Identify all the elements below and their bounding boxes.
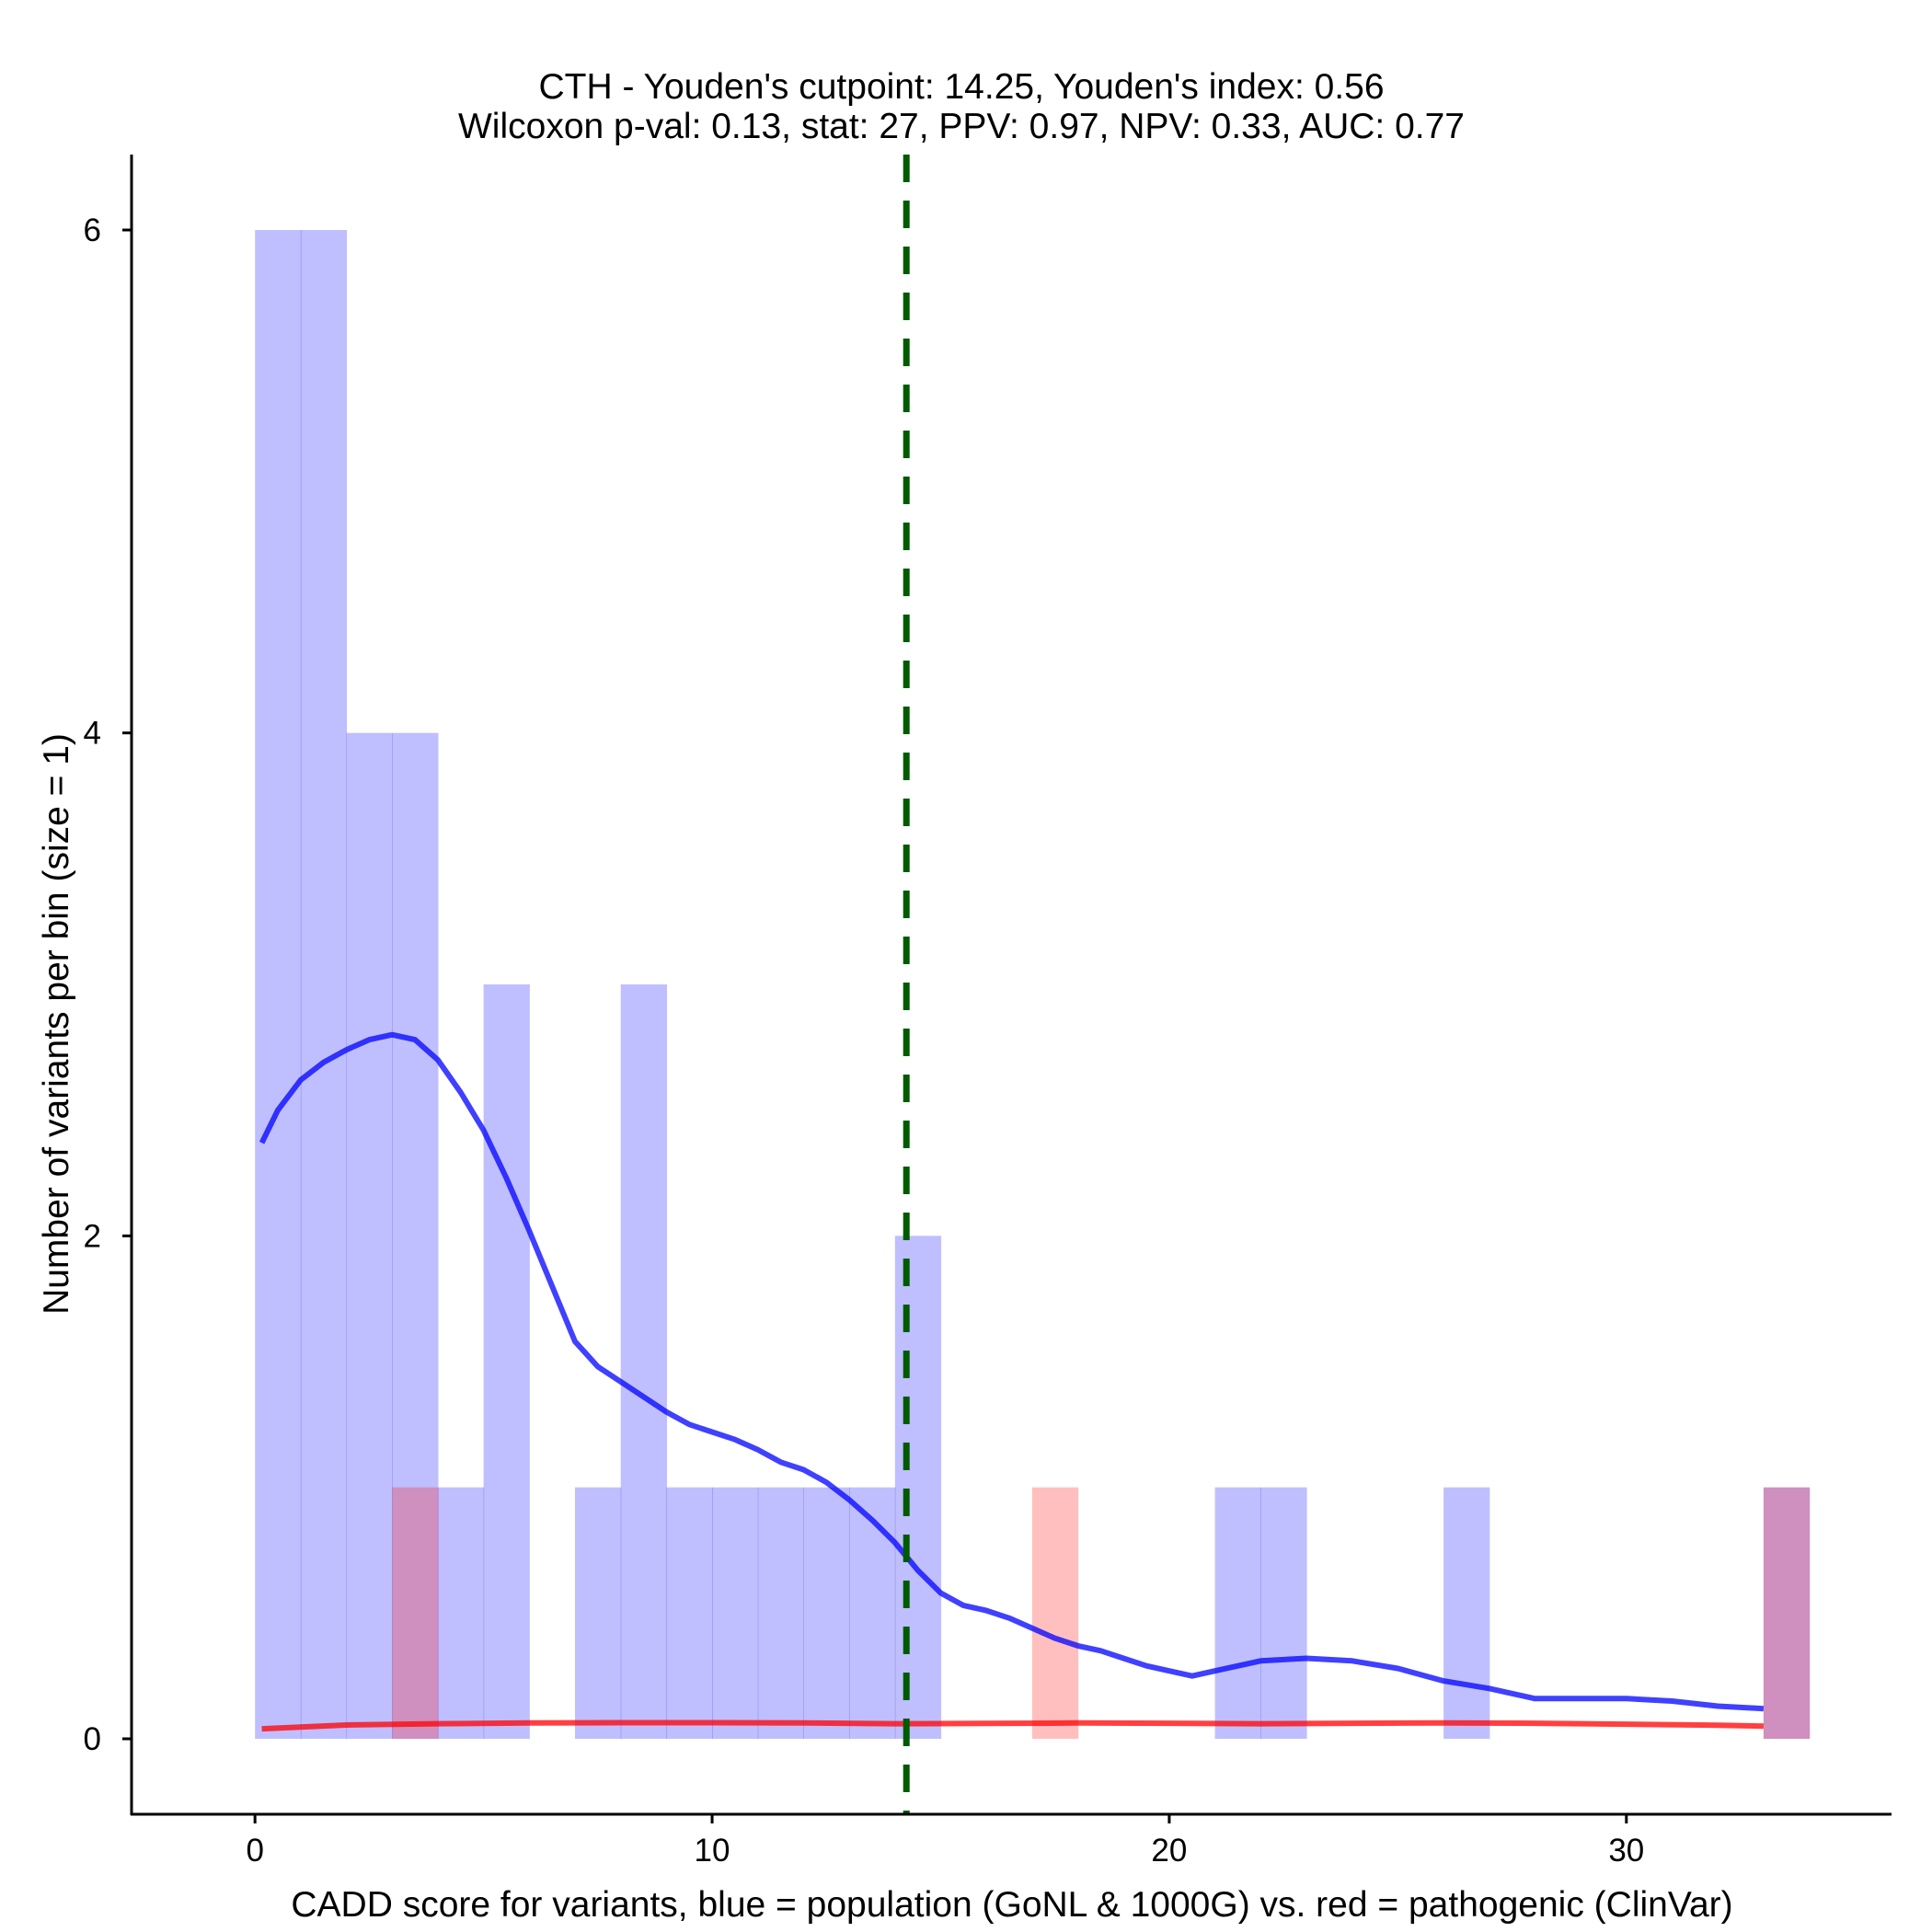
- x-tick-label: 10: [695, 1833, 730, 1869]
- pathogenic-bars: [392, 1487, 1811, 1739]
- pathogenic-bar: [1763, 1487, 1811, 1739]
- pathogenic-bar: [1031, 1487, 1079, 1739]
- y-tick-label: 6: [84, 213, 101, 248]
- population-bar: [1214, 1487, 1261, 1739]
- chart-title: CTH - Youden's cutpoint: 14.25, Youden's…: [538, 67, 1384, 107]
- x-tick-label: 30: [1608, 1833, 1644, 1869]
- density-curves: [259, 1031, 1765, 1732]
- population-bar: [392, 732, 439, 1740]
- population-bar: [712, 1487, 759, 1739]
- population-bar: [803, 1487, 850, 1739]
- chart-subtitle: Wilcoxon p-val: 0.13, stat: 27, PPV: 0.9…: [458, 107, 1465, 146]
- pathogenic-bar: [392, 1487, 439, 1739]
- population-bar: [849, 1487, 896, 1739]
- x-tick-label: 20: [1151, 1833, 1187, 1869]
- y-axis-label: Number of variants per bin (size = 1): [37, 733, 76, 1315]
- population-bar: [300, 230, 348, 1739]
- x-tick-label: 0: [246, 1833, 263, 1869]
- population-bar: [437, 1487, 485, 1739]
- population-bar: [757, 1487, 804, 1739]
- y-tick-label: 4: [84, 716, 101, 752]
- population-bar: [1260, 1487, 1307, 1739]
- y-tick-label: 0: [84, 1721, 101, 1757]
- population-bar: [575, 1487, 622, 1739]
- population-bar: [255, 230, 302, 1739]
- population-bar: [666, 1487, 713, 1739]
- population-bar: [483, 984, 530, 1739]
- axes: [122, 155, 1892, 1823]
- population-bar: [894, 1236, 942, 1739]
- pathogenic-density-curve: [261, 1719, 1764, 1732]
- population-bar: [346, 732, 393, 1740]
- y-tick-label: 2: [84, 1218, 101, 1254]
- population-bar: [1443, 1487, 1490, 1739]
- population-bars: [255, 230, 1811, 1740]
- population-bar: [620, 984, 667, 1739]
- population-bar: [1763, 1487, 1811, 1739]
- tick-labels: 0 10 20 30 0 2 4 6: [84, 213, 1645, 1869]
- population-density-curve: [259, 1031, 1765, 1712]
- x-axis-label: CADD score for variants, blue = populati…: [291, 1885, 1732, 1925]
